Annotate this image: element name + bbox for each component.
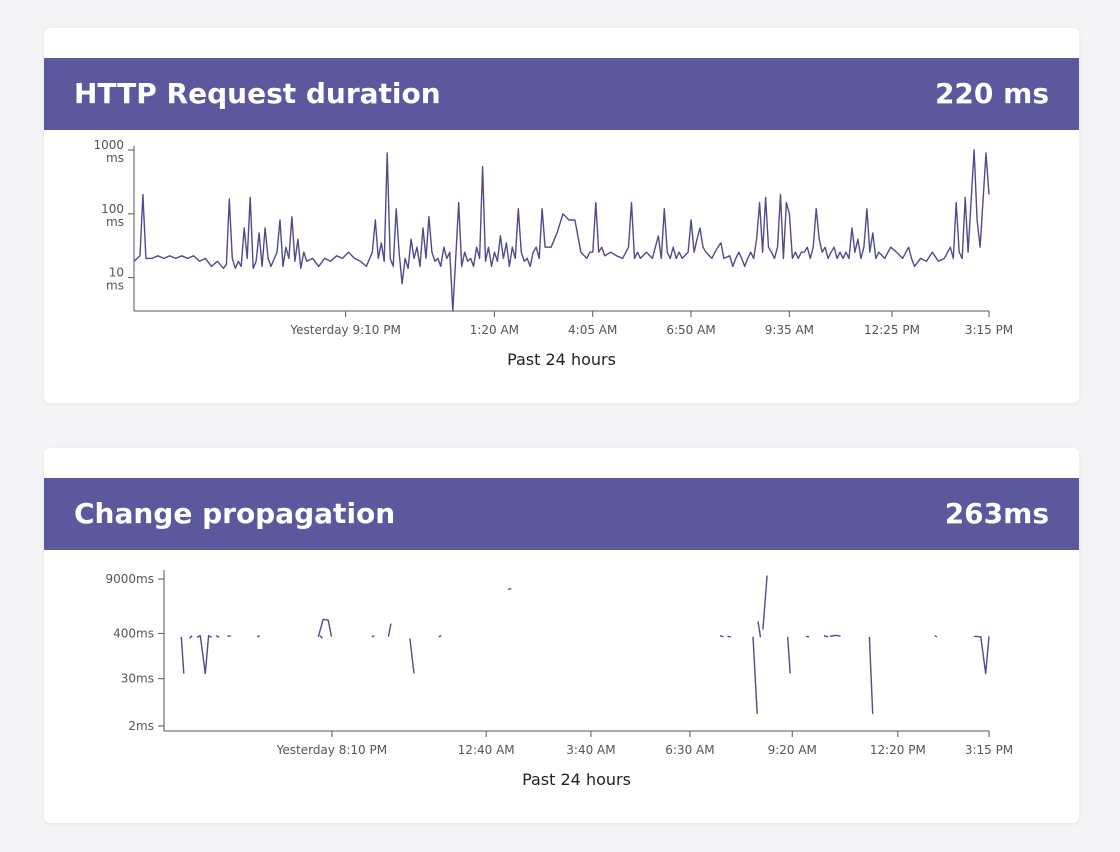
series-line <box>133 149 990 312</box>
card-title: HTTP Request duration <box>74 77 441 110</box>
series-segment <box>189 635 193 639</box>
x-axis-title: Past 24 hours <box>507 350 616 369</box>
card-header: HTTP Request duration 220 ms <box>44 58 1079 130</box>
card-value: 220 ms <box>934 77 1049 110</box>
y-tick-label: 9000ms <box>106 572 154 586</box>
x-tick-label: 6:30 AM <box>665 743 714 757</box>
change-propagation-card: Change propagation 263ms 9000ms 400ms 30ms… <box>44 448 1079 823</box>
series-segment <box>719 635 724 638</box>
series-segment <box>387 623 392 637</box>
x-tick-label: 9:35 AM <box>765 323 814 337</box>
series-segment <box>180 636 185 674</box>
y-tick-label: 30ms <box>121 672 154 686</box>
y-tick-label: 2ms <box>128 719 154 733</box>
y-tick-label: 100 ms <box>101 202 124 229</box>
series-segment <box>805 635 810 638</box>
x-tick-label: Yesterday 8:10 PM <box>276 743 387 757</box>
series-segment <box>757 621 762 638</box>
http-request-duration-chart: 1000 ms 100 ms 10 ms Yesterday 9:10 PM 1:20 AM 4… <box>93 138 1013 369</box>
series-segment <box>507 587 512 590</box>
series-segment <box>196 635 213 675</box>
series-segment <box>256 635 260 638</box>
series-segment <box>438 635 442 638</box>
y-tick-label: 1000 ms <box>93 138 124 165</box>
x-axis-title: Past 24 hours <box>522 770 631 789</box>
x-tick-label: 4:05 AM <box>568 323 617 337</box>
series-segment <box>215 635 220 638</box>
x-tick-label: 1:20 AM <box>470 323 519 337</box>
y-tick-label: 400ms <box>113 626 154 640</box>
series-segment <box>727 635 731 638</box>
x-tick-label: 3:15 PM <box>965 743 1013 757</box>
x-tick-label: 6:50 AM <box>666 323 715 337</box>
http-request-duration-card: HTTP Request duration 220 ms 1000 ms 100 ms… <box>44 28 1079 403</box>
series-segment <box>868 636 874 714</box>
series-segment <box>752 636 758 714</box>
x-tick-label: 9:20 AM <box>768 743 817 757</box>
series-segment <box>762 575 768 630</box>
x-tick-label: 12:20 PM <box>870 743 926 757</box>
series-segment <box>974 635 990 675</box>
series-segment <box>409 638 415 674</box>
x-tick-label: 12:40 AM <box>458 743 515 757</box>
card-value: 263ms <box>944 497 1049 530</box>
change-propagation-chart: 9000ms 400ms 30ms 2ms Yesterday 8:10 PM 12:40… <box>106 570 1013 789</box>
series-segment <box>829 634 841 637</box>
x-tick-label: 3:15 PM <box>965 323 1013 337</box>
series-segment <box>823 635 829 638</box>
series-segment <box>227 635 231 637</box>
x-tick-label: 3:40 AM <box>566 743 615 757</box>
series-segment <box>787 636 791 674</box>
series-segment <box>371 635 375 638</box>
series-segment <box>934 635 938 638</box>
card-header: Change propagation 263ms <box>44 478 1079 550</box>
x-tick-label: 12:25 PM <box>864 323 920 337</box>
card-title: Change propagation <box>74 497 396 530</box>
y-tick-label: 10 ms <box>106 266 124 293</box>
series-segment <box>319 635 323 639</box>
series-segment <box>317 618 333 637</box>
x-tick-label: Yesterday 9:10 PM <box>289 323 400 337</box>
